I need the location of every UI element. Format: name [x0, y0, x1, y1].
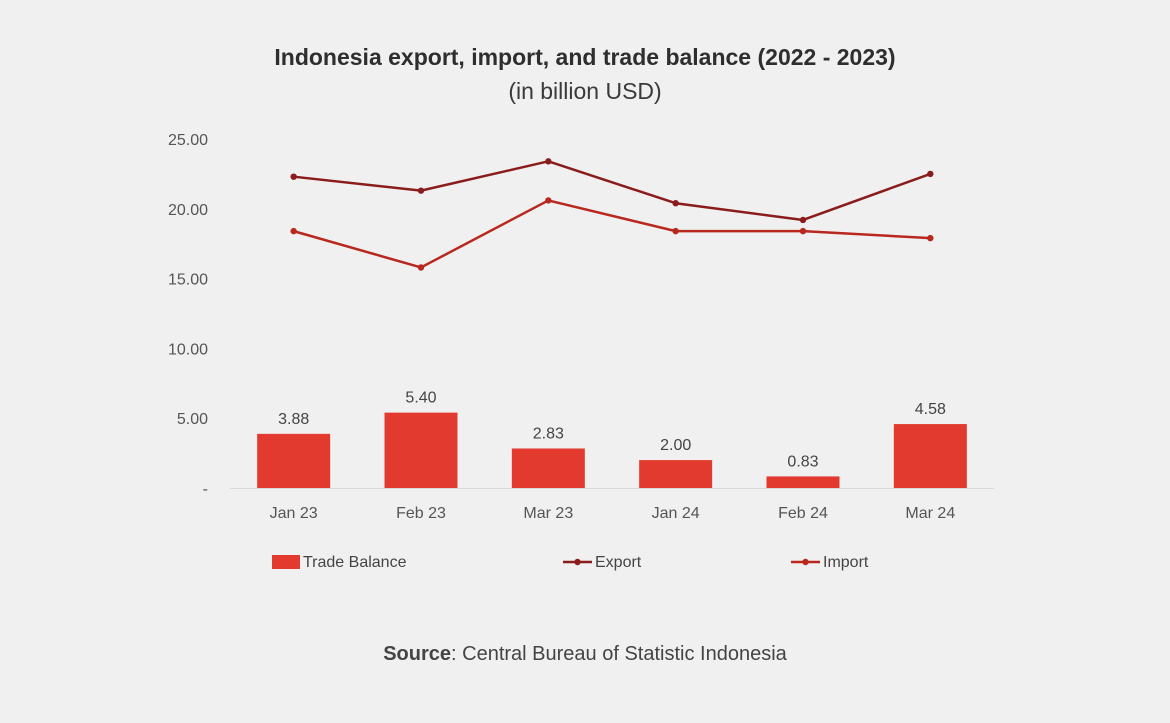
point: [799, 216, 807, 224]
chart-subtitle: (in billion USD): [508, 78, 662, 104]
chart-title: Indonesia export, import, and trade bala…: [274, 44, 896, 70]
point: [290, 173, 297, 180]
bar: [511, 448, 585, 488]
y-tick-label: 25.00: [168, 132, 208, 149]
y-tick-label: 20.00: [168, 202, 208, 219]
y-tick-label: 10.00: [168, 341, 208, 358]
series-line-import: [293, 199, 931, 269]
x-tick-label: Jan 23: [270, 505, 318, 522]
y-tick-label: 5.00: [177, 411, 208, 428]
bar: [893, 424, 967, 488]
legend-label: Export: [595, 554, 642, 571]
legend-marker: [802, 558, 809, 566]
point: [417, 187, 425, 194]
x-tick-label: Jan 24: [652, 505, 700, 522]
x-tick-label: Feb 24: [778, 505, 828, 522]
y-tick-label: 15.00: [168, 272, 208, 289]
bar: [384, 412, 458, 488]
title-block: Indonesia export, import, and trade bala…: [0, 40, 1170, 108]
y-tick-label: -: [203, 481, 208, 498]
legend-label: Import: [823, 554, 869, 571]
point: [290, 227, 297, 235]
legend-label: Trade Balance: [303, 554, 407, 571]
point: [927, 170, 934, 178]
source-note: Source: Central Bureau of Statistic Indo…: [0, 643, 1170, 666]
point: [927, 234, 934, 242]
legend-marker: [574, 558, 581, 566]
bar: [257, 433, 331, 488]
bar: [639, 460, 713, 488]
x-tick-label: Feb 23: [396, 505, 446, 522]
x-tick-label: Mar 23: [523, 505, 573, 522]
point: [417, 264, 425, 271]
x-tick-label: Mar 24: [905, 505, 955, 522]
data-label: 2.83: [533, 425, 564, 442]
data-label: 3.88: [278, 411, 309, 428]
legend-swatch: [272, 555, 300, 569]
series-line-export: [293, 160, 931, 222]
data-label: 2.00: [660, 437, 691, 454]
point: [672, 227, 679, 235]
point: [672, 200, 679, 207]
source-label: Source: [383, 643, 452, 665]
point: [799, 227, 807, 235]
data-label: 4.58: [915, 401, 946, 418]
point: [545, 197, 552, 204]
data-label: 0.83: [787, 453, 818, 470]
source-text: : Central Bureau of Statistic Indonesia: [451, 643, 787, 665]
data-label: 5.40: [405, 390, 436, 407]
point: [545, 158, 552, 165]
bar: [766, 476, 840, 488]
